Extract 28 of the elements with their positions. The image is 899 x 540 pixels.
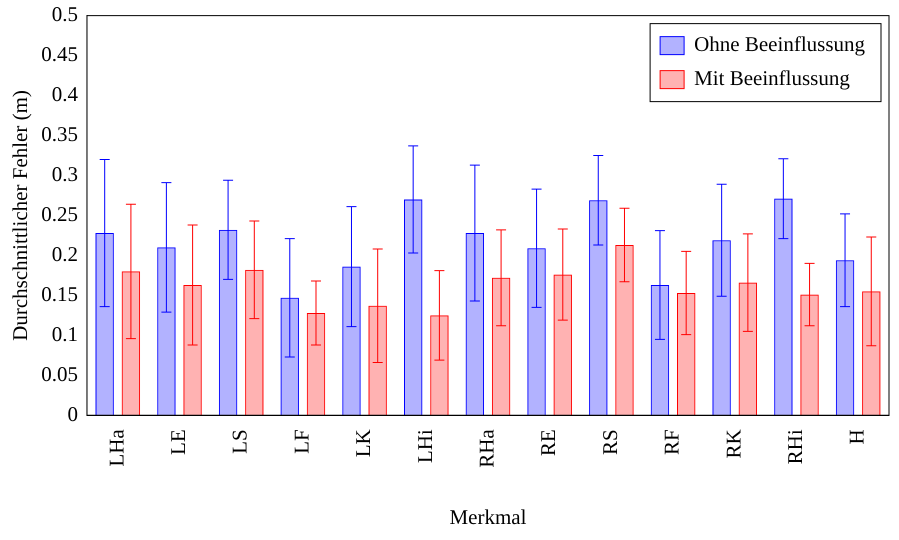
x-tick-label: H [844, 429, 869, 444]
y-tick-label: 0.2 [52, 242, 78, 266]
y-tick-label: 0.3 [52, 162, 78, 186]
y-tick-label: 0.5 [52, 2, 78, 26]
y-tick-label: 0.35 [41, 122, 78, 146]
y-tick-label: 0.4 [52, 82, 78, 106]
y-tick-label: 0.05 [41, 362, 78, 386]
x-tick-label: RHa [474, 428, 498, 468]
x-tick-label: LHi [412, 429, 437, 464]
x-tick-label: RF [660, 429, 684, 455]
x-tick-label: LS [228, 429, 252, 454]
x-tick-label: LF [289, 429, 314, 454]
y-tick-label: 0 [67, 402, 78, 426]
y-tick-label: 0.1 [52, 322, 78, 346]
y-tick-label: 0.15 [41, 282, 78, 306]
y-axis-title: Durchschnittlicher Fehler (m) [8, 90, 32, 341]
y-tick-label: 0.45 [41, 42, 78, 66]
x-tick-label: RK [721, 429, 746, 458]
x-tick-label: LK [351, 429, 376, 458]
x-tick-label: LHa [104, 428, 128, 467]
x-axis-title: Merkmal [449, 504, 527, 529]
legend-label: Mit Beeinflussung [694, 66, 850, 90]
x-tick-label: LE [166, 429, 190, 455]
legend-label: Ohne Beeinflussung [694, 32, 866, 56]
x-tick-label: RHi [782, 429, 807, 464]
x-tick-label: RE [536, 429, 560, 456]
y-tick-label: 0.25 [41, 202, 78, 226]
x-tick-label: RS [598, 429, 622, 455]
